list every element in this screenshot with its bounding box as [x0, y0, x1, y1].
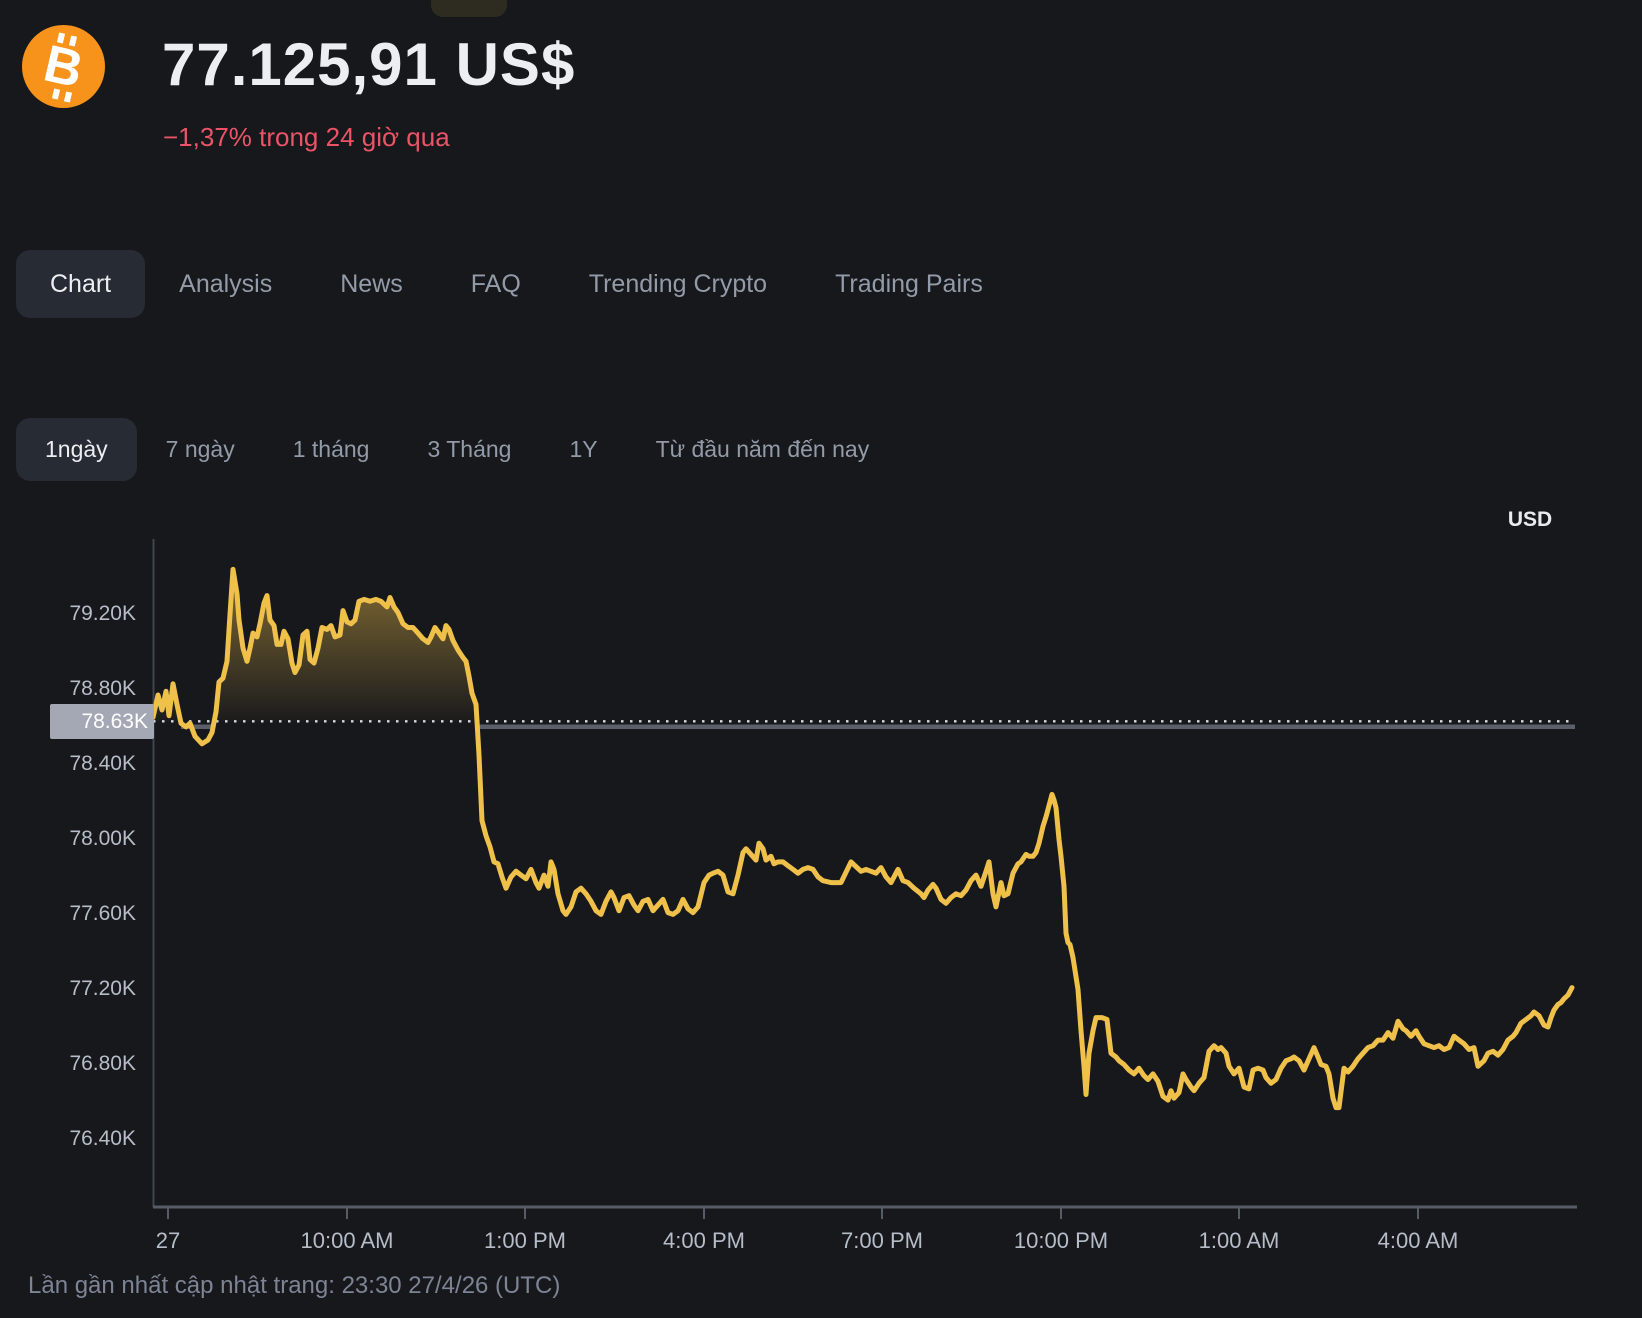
- range-1-month[interactable]: 1 tháng: [292, 436, 370, 462]
- tab-chart[interactable]: Chart: [16, 250, 146, 318]
- x-axis-tick-label: 10:00 PM: [1013, 1228, 1109, 1253]
- tab-trading-pairs[interactable]: Trading Pairs: [835, 269, 983, 298]
- tab-news[interactable]: News: [340, 269, 403, 298]
- x-axis-tick-label: 1:00 AM: [1198, 1228, 1280, 1253]
- top-notch: [431, 0, 507, 17]
- range-ytd[interactable]: Từ đầu năm đến nay: [655, 436, 870, 462]
- tab-trending-crypto[interactable]: Trending Crypto: [588, 269, 768, 298]
- y-axis-tick-label: 78.40K: [69, 752, 136, 776]
- y-axis-tick-label: 78.00K: [69, 827, 136, 851]
- current-price: 77.125,91 US$: [162, 31, 576, 98]
- last-updated-text: Lần gần nhất cập nhật trang: 23:30 27/4/…: [28, 1272, 561, 1299]
- price-change-24h: −1,37% trong 24 giờ qua: [163, 122, 450, 152]
- x-axis-tick-label: 1:00 PM: [484, 1228, 566, 1253]
- nav-tabs: Chart Analysis News FAQ Trending Crypto …: [16, 250, 1017, 318]
- y-axis-tick-label: 77.20K: [69, 977, 136, 1001]
- range-tabs: 1ngày 7 ngày 1 tháng 3 Tháng 1Y Từ đầu n…: [16, 418, 898, 481]
- range-1-day[interactable]: 1ngày: [16, 418, 137, 481]
- x-axis-tick-label: 27: [155, 1228, 181, 1253]
- y-axis-tick-label: 79.20K: [69, 602, 136, 626]
- y-axis-tick-label: 76.40K: [69, 1127, 136, 1151]
- range-7-days[interactable]: 7 ngày: [165, 436, 235, 462]
- tab-faq[interactable]: FAQ: [470, 269, 521, 298]
- x-axis-tick-label: 4:00 PM: [663, 1228, 745, 1253]
- x-axis-tick-label: 7:00 PM: [841, 1228, 923, 1253]
- currency-unit-label: USD: [1507, 508, 1553, 531]
- tab-analysis[interactable]: Analysis: [179, 269, 273, 298]
- range-1-year[interactable]: 1Y: [569, 436, 598, 462]
- y-axis-tick-label: 78.80K: [69, 677, 136, 701]
- baseline-price-badge: 78.63K: [50, 704, 154, 739]
- bitcoin-logo-icon: B: [22, 25, 105, 108]
- range-3-months[interactable]: 3 Tháng: [427, 436, 512, 462]
- x-axis-tick-label: 4:00 AM: [1377, 1228, 1459, 1253]
- x-axis-tick-label: 10:00 AM: [300, 1228, 394, 1253]
- y-axis-tick-label: 77.60K: [69, 902, 136, 926]
- y-axis-tick-label: 76.80K: [69, 1052, 136, 1076]
